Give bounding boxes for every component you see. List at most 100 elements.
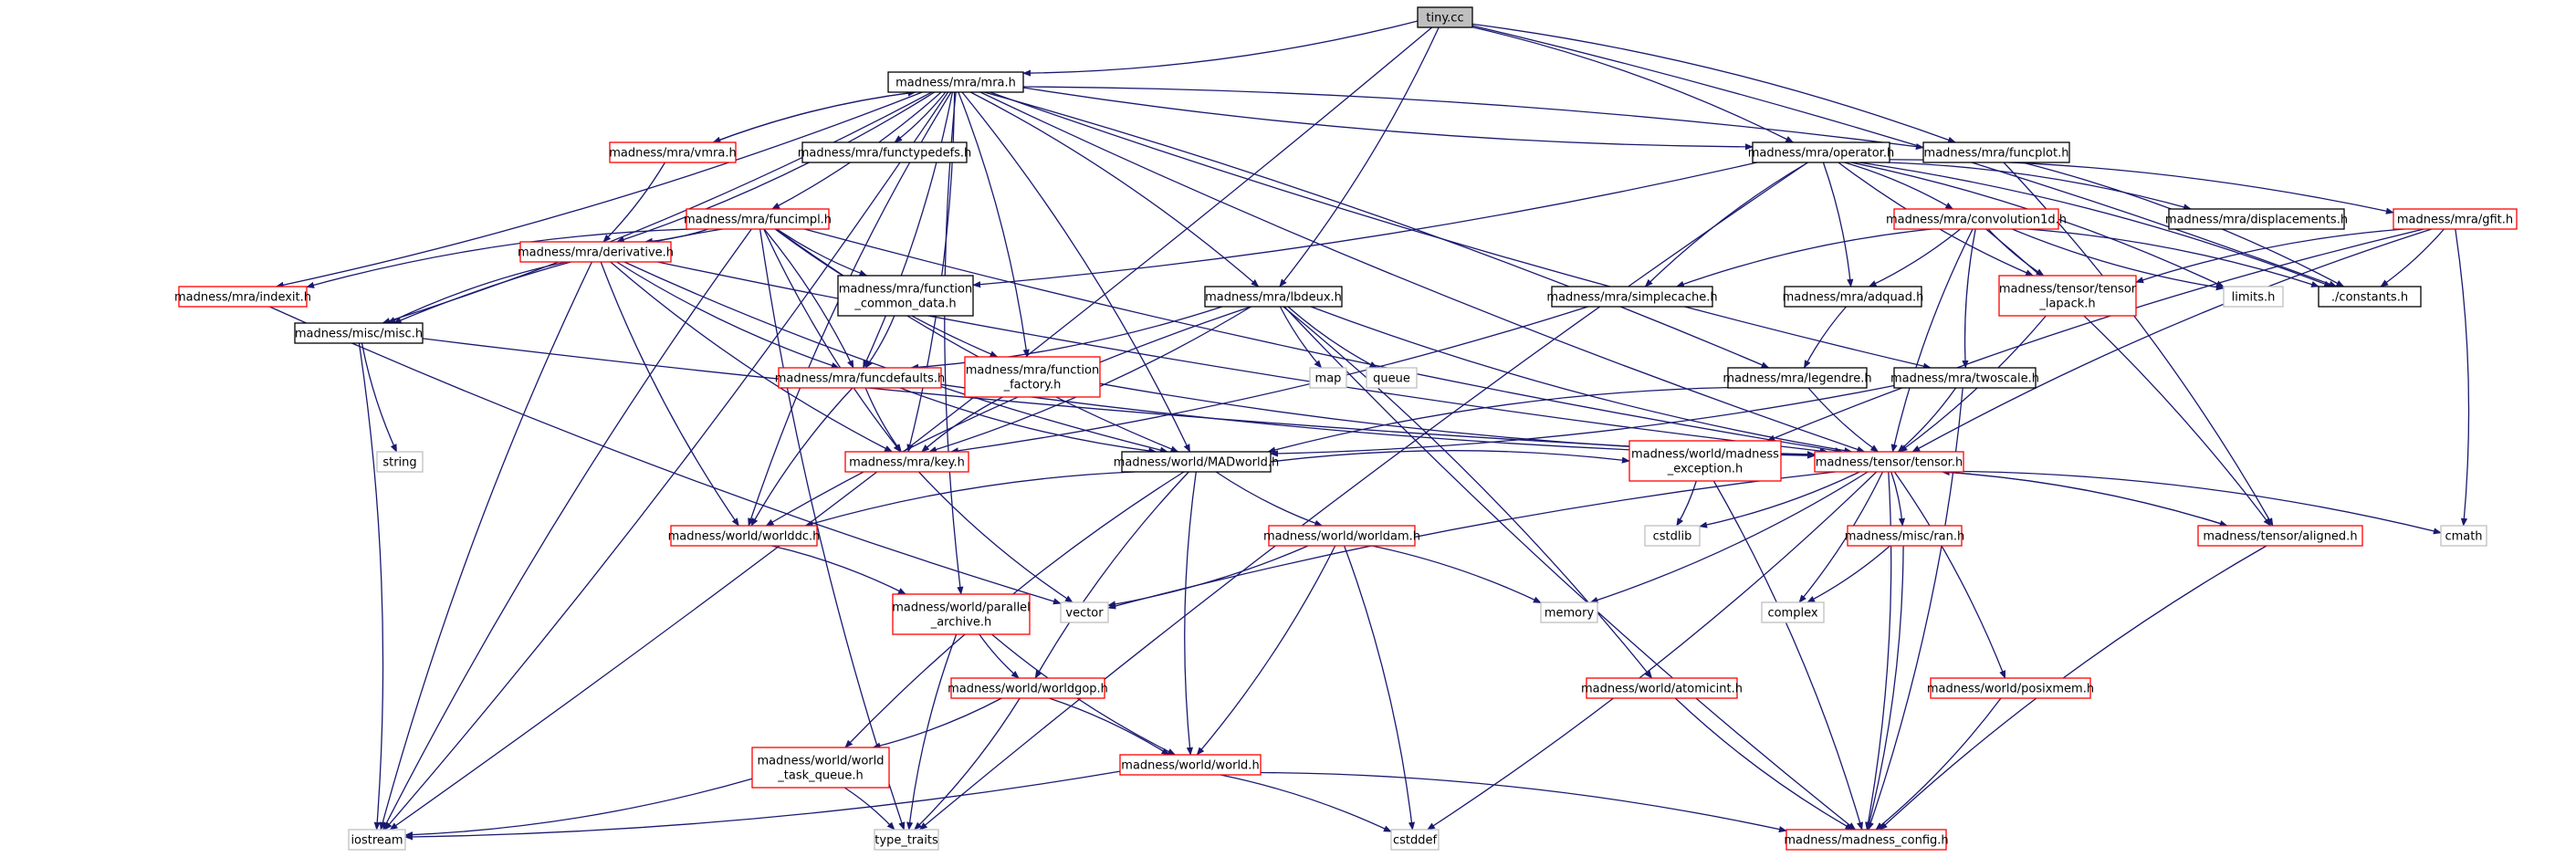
node-funcdefaults[interactable]: madness/mra/funcdefaults.h (775, 367, 946, 389)
edge-worldgop-to-world_task_queue (872, 697, 1002, 749)
node-box (1551, 286, 1713, 308)
node-label: cstddef (1393, 834, 1438, 848)
node-aligned[interactable]: madness/tensor/aligned.h (2197, 525, 2363, 547)
edge-world-to-madness_config (1260, 771, 1787, 833)
edge-posixmem-to-madness_config (1875, 697, 2002, 831)
edge-misc-to-string (361, 342, 398, 453)
node-box (1586, 677, 1738, 699)
edge-mra_h-to-twoscale (990, 91, 1932, 370)
node-twoscale[interactable]: madness/mra/twoscale.h (1890, 367, 2039, 389)
node-posixmem[interactable]: madness/world/posixmem.h (1927, 677, 2094, 699)
node-convolution1d[interactable]: madness/mra/convolution1d.h (1886, 208, 2067, 230)
edge-simplecache-to-key (949, 306, 1588, 455)
node-worlddc[interactable]: madness/world/worlddc.h (668, 525, 821, 547)
edge-funcimpl-to-misc (393, 228, 723, 324)
node-box (1366, 367, 1418, 389)
node-vmra[interactable]: madness/mra/vmra.h (609, 141, 737, 163)
node-box (1847, 525, 1963, 547)
edge-aligned-to-tensor (1941, 468, 2227, 527)
node-lbdeux[interactable]: madness/mra/lbdeux.h (1204, 286, 1343, 308)
edge-key-to-vector (918, 471, 1073, 603)
edge-lbdeux-to-funcdefaults (910, 306, 1223, 371)
node-label: madness/mra/convolution1d.h (1886, 214, 2067, 227)
node-madness_exception[interactable]: madness/world/madness_exception.h (1628, 440, 1782, 482)
node-madness_config[interactable]: madness/madness_config.h (1784, 829, 1949, 851)
node-label: madness/world/worldam.h (1263, 530, 1420, 544)
edge-convolution1d-to-simplecache (1675, 228, 1932, 287)
node-label: vector (1065, 607, 1104, 621)
node-box (609, 141, 737, 163)
node-parallel_archive[interactable]: madness/world/parallel_archive.h (892, 593, 1031, 635)
node-operator[interactable]: madness/mra/operator.h (1748, 141, 1895, 163)
node-label: madness/world/world.h (1121, 759, 1259, 773)
node-tensor[interactable]: madness/tensor/tensor.h (1814, 451, 1964, 473)
edge-funcimpl-to-funcdefaults (763, 228, 854, 369)
node-ran[interactable]: madness/misc/ran.h (1845, 525, 1965, 547)
edge-operator-to-adquad (1822, 162, 1854, 287)
node-misc[interactable]: madness/misc/misc.h (294, 322, 424, 344)
edge-derivative-to-iostream (379, 261, 592, 831)
edge-gfit-to-cmath (2455, 228, 2470, 527)
edge-lbdeux-to-map (1279, 306, 1323, 369)
node-box (1785, 829, 1947, 851)
node-box (294, 322, 424, 344)
node-worldam[interactable]: madness/world/worldam.h (1263, 525, 1420, 547)
node-label: madness/mra/function (966, 364, 1100, 378)
node-world[interactable]: madness/world/world.h (1119, 754, 1262, 776)
node-cstdlib: cstdlib (1644, 525, 1701, 547)
node-tensor_lapack[interactable]: madness/tensor/tensor_lapack.h (1998, 275, 2137, 317)
node-gfit[interactable]: madness/mra/gfit.h (2393, 208, 2518, 230)
node-label: madness/world/worldgop.h (948, 683, 1108, 696)
edge-funcimpl-to-function_common_data (776, 228, 868, 277)
node-cmath: cmath (2440, 525, 2487, 547)
node-box (1893, 367, 2037, 389)
node-funcplot[interactable]: madness/mra/funcplot.h (1922, 141, 2070, 163)
node-box (1060, 601, 1109, 623)
edge-mra_h-to-tensor (979, 91, 1866, 453)
node-indexit[interactable]: madness/mra/indexit.h (174, 286, 311, 308)
node-label: madness/mra/funcplot.h (1924, 147, 2069, 161)
node-displacements[interactable]: madness/mra/displacements.h (2165, 208, 2348, 230)
node-key[interactable]: madness/mra/key.h (844, 451, 969, 473)
node-label: madness/mra/adquad.h (1783, 291, 1924, 305)
edge-convolution1d-to-adquad (1868, 228, 1961, 287)
edge-twoscale-to-tensor (1897, 387, 1957, 453)
node-simplecache[interactable]: madness/mra/simplecache.h (1546, 286, 1718, 308)
node-worldgop[interactable]: madness/world/worldgop.h (948, 677, 1108, 699)
node-box (1814, 451, 1964, 473)
edge-world-to-iostream (404, 770, 1121, 841)
node-label: madness/mra/functypedefs.h (798, 147, 972, 161)
node-label: madness/mra/twoscale.h (1890, 372, 2039, 386)
edge-funcdefaults-to-madworld (899, 387, 1157, 455)
node-label: memory (1545, 607, 1595, 621)
node-functypedefs[interactable]: madness/mra/functypedefs.h (798, 141, 972, 163)
node-constants[interactable]: ./constants.h (2318, 286, 2422, 308)
node-box (2168, 208, 2345, 230)
node-complex: complex (1761, 601, 1825, 623)
node-box (1784, 286, 1922, 308)
node-function_common_data[interactable]: madness/mra/function_common_data.h (837, 275, 974, 317)
edge-mra_h-to-funcdefaults (863, 91, 954, 369)
node-adquad[interactable]: madness/mra/adquad.h (1783, 286, 1924, 308)
node-madworld[interactable]: madness/world/MADworld.h (1114, 451, 1280, 473)
edge-vmra-to-derivative (602, 162, 666, 243)
edge-atomicint-to-madness_config (1674, 697, 1854, 831)
node-box (519, 241, 672, 263)
edge-mra_h-to-operator (1022, 87, 1754, 151)
node-world_task_queue[interactable]: madness/world/world_task_queue.h (751, 747, 890, 789)
edge-funcimpl-to-key (763, 228, 902, 453)
node-mra_h[interactable]: madness/mra/mra.h (887, 71, 1024, 93)
node-box (874, 829, 939, 851)
node-function_factory[interactable]: madness/mra/function_factory.h (964, 356, 1101, 398)
edge-mra_h-to-derivative (615, 91, 936, 243)
node-box (778, 367, 942, 389)
edge-worldgop-to-type_traits (914, 697, 1021, 831)
node-legendre[interactable]: madness/mra/legendre.h (1723, 367, 1872, 389)
edge-operator-to-function_common_data (972, 162, 1757, 288)
node-funcimpl[interactable]: madness/mra/funcimpl.h (684, 208, 832, 230)
edge-convolution1d-to-tensor_lapack (1987, 228, 2045, 277)
edge-ran-to-madness_config (1866, 545, 1904, 831)
node-atomicint[interactable]: madness/world/atomicint.h (1581, 677, 1743, 699)
node-derivative[interactable]: madness/mra/derivative.h (518, 241, 674, 263)
